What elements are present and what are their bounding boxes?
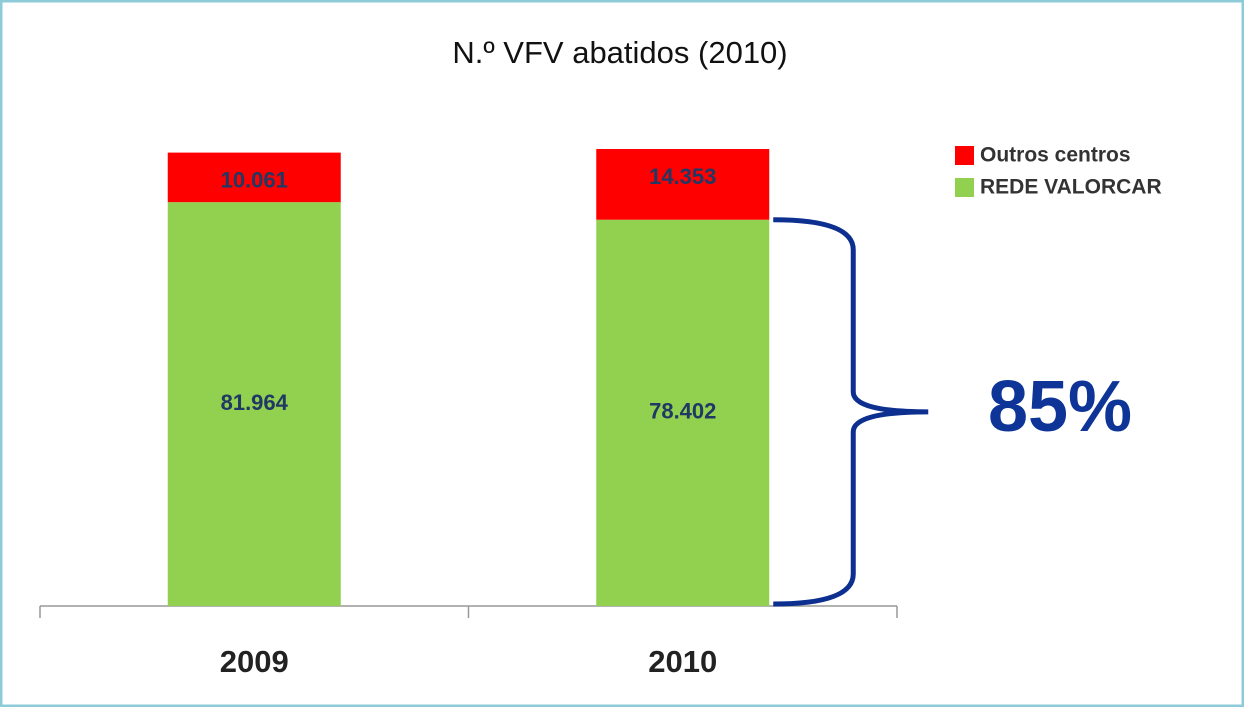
bar-segment bbox=[596, 219, 770, 607]
data-label: 81.964 bbox=[221, 390, 289, 415]
x-tick-label: 2009 bbox=[220, 644, 289, 679]
bar-segment bbox=[167, 152, 341, 203]
x-tick-label: 2010 bbox=[648, 644, 717, 679]
legend-label: REDE VALORCAR bbox=[980, 176, 1162, 199]
data-label: 10.061 bbox=[221, 167, 288, 192]
bar-segment bbox=[167, 202, 341, 606]
brace bbox=[773, 217, 929, 607]
annotation: 85% bbox=[988, 367, 1132, 447]
data-label: 14.353 bbox=[649, 164, 716, 189]
legend-label: Outros centros bbox=[980, 144, 1131, 167]
legend-swatch bbox=[955, 146, 974, 165]
bar-segment bbox=[596, 149, 770, 220]
chart-title: N.º VFV abatidos (2010) bbox=[452, 35, 787, 70]
data-label: 78.402 bbox=[649, 399, 716, 424]
legend-swatch bbox=[955, 178, 974, 197]
